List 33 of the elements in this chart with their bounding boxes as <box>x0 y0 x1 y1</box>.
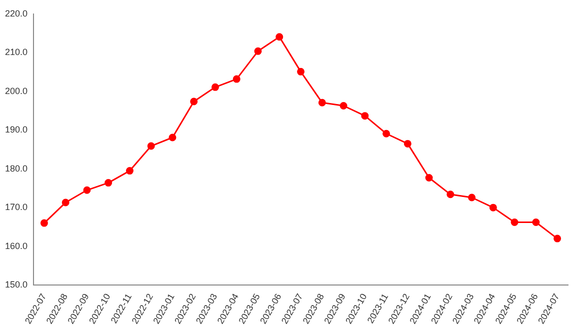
point <box>382 130 390 138</box>
point <box>554 234 562 242</box>
y-tick-label: 170.0 <box>4 202 28 212</box>
point <box>318 98 326 106</box>
y-tick-label: 210.0 <box>4 47 28 58</box>
point <box>510 218 518 226</box>
point <box>147 142 155 150</box>
point <box>254 47 262 55</box>
point <box>40 219 48 227</box>
point <box>297 68 305 76</box>
point <box>232 75 240 83</box>
point <box>489 204 497 212</box>
point <box>104 179 112 187</box>
y-tick-label: 220.0 <box>4 8 28 18</box>
point <box>468 194 476 202</box>
point <box>361 112 369 120</box>
point <box>404 140 412 148</box>
y-tick-label: 180.0 <box>4 163 28 174</box>
point <box>211 83 219 91</box>
y-tick-label: 190.0 <box>4 124 28 135</box>
point <box>340 102 348 110</box>
point <box>446 190 454 198</box>
point <box>276 33 284 41</box>
point <box>190 98 198 106</box>
point <box>532 218 540 226</box>
y-tick-label: 160.0 <box>4 240 28 251</box>
y-tick-label: 200.0 <box>4 86 28 96</box>
point <box>126 167 134 175</box>
point <box>168 134 176 142</box>
y-tick-label: 150.0 <box>4 279 28 290</box>
point <box>83 186 91 194</box>
point <box>425 174 433 182</box>
point <box>62 198 70 206</box>
